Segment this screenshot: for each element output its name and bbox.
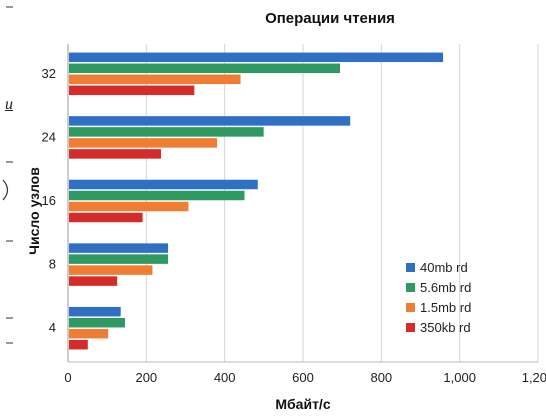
bar: [69, 317, 126, 328]
bar: [69, 63, 341, 74]
margin-arc: [2, 179, 9, 201]
bar: [69, 265, 153, 275]
y-tick-label: 8: [49, 257, 56, 272]
legend-label: 40mb rd: [420, 259, 468, 275]
bar: [69, 116, 351, 126]
legend-label: 1.5mb rd: [420, 299, 472, 315]
bar: [69, 254, 169, 264]
legend-label: 350kb rd: [420, 319, 471, 335]
x-tick-label: 400: [214, 370, 236, 385]
bar: [69, 339, 88, 350]
bar: [69, 243, 169, 253]
x-tick-label: 200: [135, 370, 157, 385]
x-tick-label: 1,200: [522, 370, 546, 385]
x-axis-label: Мбайт/с: [275, 396, 331, 412]
bar: [69, 179, 258, 190]
legend-swatch: [406, 302, 415, 312]
bar: [69, 127, 264, 137]
legend-item-1.5mb: 1.5mb rd: [406, 298, 471, 316]
x-tick-label: 800: [370, 370, 392, 385]
legend-item-350kb: 350kb rd: [406, 318, 471, 336]
legend-item-40mb: 40mb rd: [406, 258, 471, 276]
margin-fragment: u: [5, 96, 13, 113]
legend-swatch: [406, 282, 415, 292]
bar: [69, 328, 109, 339]
bar: [69, 212, 143, 223]
legend-label: 5.6mb rd: [420, 279, 472, 295]
bar: [69, 306, 121, 317]
x-tick-label: 1,000: [443, 370, 476, 385]
bar: [69, 276, 118, 286]
y-tick-label: 16: [42, 193, 56, 208]
y-axis-label: Число узлов: [26, 167, 42, 255]
bar: [69, 52, 444, 63]
y-tick-label: 4: [49, 320, 56, 335]
bar: [69, 190, 245, 201]
legend-swatch: [406, 262, 415, 272]
bar: [69, 74, 241, 85]
legend: 40mb rd 5.6mb rd 1.5mb rd 350kb rd: [406, 258, 471, 338]
legend-swatch: [406, 322, 415, 332]
x-tick-label: 600: [292, 370, 314, 385]
y-tick-label: 24: [42, 129, 56, 144]
bar: [69, 85, 195, 96]
y-tick-label: 32: [42, 66, 56, 81]
bar: [69, 201, 189, 212]
legend-item-5.6mb: 5.6mb rd: [406, 278, 471, 296]
bar: [69, 149, 162, 159]
x-tick-label: 0: [64, 370, 71, 385]
bar: [69, 138, 218, 148]
chart-title: Операции чтения: [265, 10, 395, 27]
